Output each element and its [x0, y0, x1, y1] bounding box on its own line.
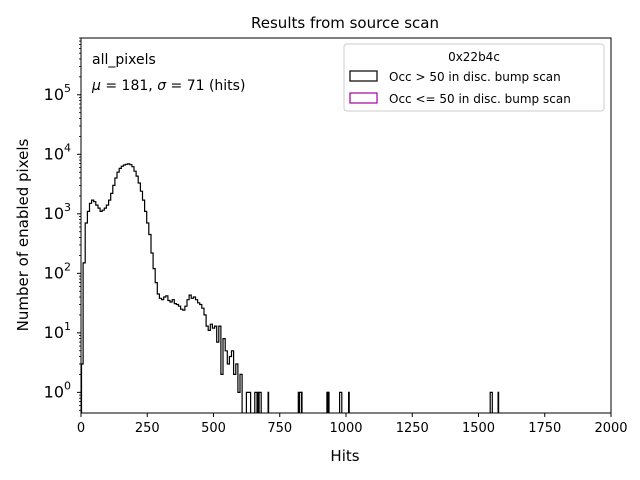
y-tick-base-0: 10	[44, 382, 64, 401]
y-tick-base-4: 10	[44, 144, 64, 163]
x-tick-label-3: 750	[267, 421, 292, 436]
legend: 0x22b4c Occ > 50 in disc. bump scan Occ …	[343, 43, 605, 112]
y-tick-exp-5: 5	[64, 82, 71, 95]
y-tick-base-2: 10	[44, 263, 64, 282]
legend-box	[343, 43, 605, 112]
x-axis-label: Hits	[330, 447, 359, 465]
y-tick-exp-4: 4	[64, 141, 71, 154]
legend-swatch-0	[349, 70, 378, 82]
x-axis: 0 250 500 750 1000 1250 1500 1750 2000	[77, 413, 628, 436]
legend-title: 0x22b4c	[448, 50, 500, 64]
sigma-value: = 71 (hits)	[166, 78, 245, 94]
y-tick-label-1: 101	[44, 320, 71, 342]
x-tick-label-0: 0	[77, 421, 85, 436]
x-tick-label-8: 2000	[594, 421, 627, 436]
y-tick-exp-3: 3	[64, 201, 71, 214]
x-tick-label-7: 1750	[528, 421, 561, 436]
y-tick-base-5: 10	[44, 85, 64, 104]
y-tick-base-1: 10	[44, 323, 64, 342]
legend-label-1: Occ <= 50 in disc. bump scan	[389, 92, 571, 106]
legend-swatch-1	[349, 92, 378, 104]
x-tick-label-6: 1500	[462, 421, 495, 436]
y-tick-label-3: 103	[44, 201, 71, 223]
sigma-symbol: σ	[157, 78, 167, 94]
y-tick-exp-0: 0	[64, 379, 71, 392]
y-tick-label-0: 100	[44, 379, 71, 401]
x-tick-label-4: 1000	[329, 421, 362, 436]
y-tick-label-2: 102	[44, 260, 71, 282]
mu-symbol: μ	[91, 78, 101, 94]
annotation-stats: μ = 181, σ = 71 (hits)	[91, 78, 245, 94]
x-tick-label-2: 500	[201, 421, 226, 436]
y-tick-label-4: 104	[44, 141, 71, 163]
y-axis-label: Number of enabled pixels	[14, 138, 32, 331]
y-tick-exp-2: 2	[64, 260, 71, 273]
x-tick-label-5: 1250	[396, 421, 429, 436]
mu-value: = 181,	[101, 78, 157, 94]
legend-label-0: Occ > 50 in disc. bump scan	[389, 70, 561, 84]
series-layer	[81, 163, 500, 413]
x-tick-label-1: 250	[135, 421, 160, 436]
chart-title: Results from source scan	[251, 14, 439, 32]
y-tick-base-3: 10	[44, 204, 64, 223]
y-tick-label-5: 105	[44, 82, 71, 104]
y-tick-exp-1: 1	[64, 320, 71, 333]
annotation-dataset-name: all_pixels	[92, 52, 156, 68]
histogram-series-0	[81, 163, 493, 413]
